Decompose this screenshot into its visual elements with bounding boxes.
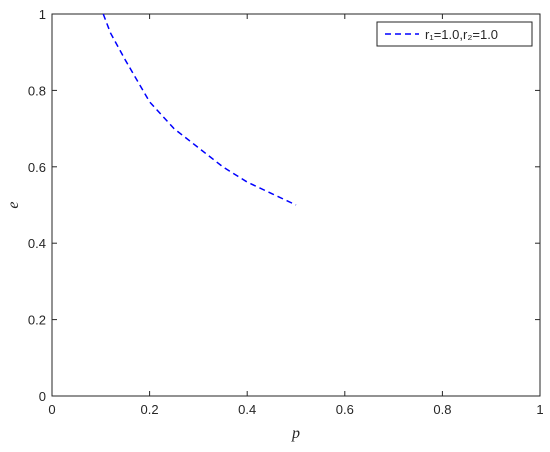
x-tick-label: 0 — [48, 402, 55, 417]
legend-box — [376, 21, 533, 47]
x-tick-label: 0.6 — [336, 402, 354, 417]
x-tick-label: 1 — [536, 402, 543, 417]
y-tick-label: 0 — [39, 389, 46, 404]
y-tick-label: 0.8 — [28, 83, 46, 98]
y-tick-label: 1 — [39, 7, 46, 22]
y-tick-label: 0.6 — [28, 160, 46, 175]
x-tick-label: 0.4 — [238, 402, 256, 417]
y-tick-label: 0.4 — [28, 236, 46, 251]
x-tick-label: 0.8 — [433, 402, 451, 417]
x-axis-title: p — [291, 425, 300, 442]
y-axis-title: e — [5, 201, 22, 208]
x-tick-label: 0.2 — [141, 402, 159, 417]
y-tick-label: 0.2 — [28, 313, 46, 328]
plot-frame — [51, 13, 541, 397]
legend-label: r₁=1.0,r₂=1.0 — [425, 27, 498, 42]
data-line — [102, 13, 297, 206]
